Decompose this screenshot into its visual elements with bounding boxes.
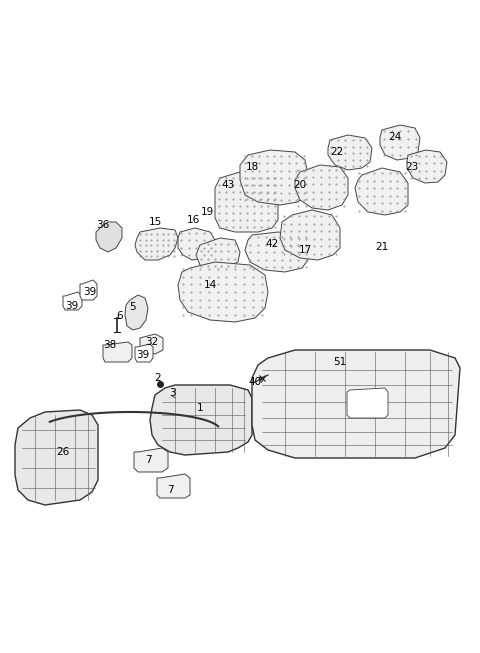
Text: 2: 2 bbox=[155, 373, 161, 383]
Text: 23: 23 bbox=[406, 162, 419, 172]
Text: 19: 19 bbox=[200, 207, 214, 217]
Polygon shape bbox=[215, 172, 278, 232]
Polygon shape bbox=[355, 168, 408, 215]
Text: 18: 18 bbox=[245, 162, 259, 172]
Text: 39: 39 bbox=[84, 287, 96, 297]
Polygon shape bbox=[15, 410, 98, 505]
Text: 3: 3 bbox=[168, 388, 175, 398]
Polygon shape bbox=[80, 280, 97, 300]
Text: 21: 21 bbox=[375, 242, 389, 252]
Polygon shape bbox=[178, 262, 268, 322]
Text: 39: 39 bbox=[65, 301, 79, 311]
Polygon shape bbox=[245, 232, 308, 272]
Text: 16: 16 bbox=[186, 215, 200, 225]
Polygon shape bbox=[347, 388, 388, 418]
Text: 1: 1 bbox=[197, 403, 204, 413]
Text: 20: 20 bbox=[293, 180, 307, 190]
Text: 5: 5 bbox=[130, 302, 136, 312]
Text: 17: 17 bbox=[299, 245, 312, 255]
Polygon shape bbox=[380, 125, 420, 160]
Polygon shape bbox=[96, 222, 122, 252]
Polygon shape bbox=[125, 295, 148, 330]
Polygon shape bbox=[150, 385, 252, 455]
Polygon shape bbox=[407, 150, 447, 183]
Text: 38: 38 bbox=[103, 340, 117, 350]
Text: 7: 7 bbox=[167, 485, 173, 495]
Text: 7: 7 bbox=[144, 455, 151, 465]
Polygon shape bbox=[240, 150, 308, 205]
Polygon shape bbox=[280, 210, 340, 260]
Polygon shape bbox=[178, 228, 215, 260]
Text: 32: 32 bbox=[145, 337, 158, 347]
Text: 14: 14 bbox=[204, 280, 216, 290]
Text: 40: 40 bbox=[249, 377, 262, 387]
Text: 36: 36 bbox=[96, 220, 109, 230]
Polygon shape bbox=[328, 135, 372, 170]
Text: 26: 26 bbox=[56, 447, 70, 457]
Text: 43: 43 bbox=[221, 180, 235, 190]
Text: 39: 39 bbox=[136, 350, 150, 360]
Polygon shape bbox=[157, 474, 190, 498]
Text: 24: 24 bbox=[388, 132, 402, 142]
Text: 42: 42 bbox=[265, 239, 278, 249]
Text: 22: 22 bbox=[330, 147, 344, 157]
Polygon shape bbox=[134, 448, 168, 472]
Polygon shape bbox=[252, 350, 460, 458]
Polygon shape bbox=[196, 238, 240, 270]
Polygon shape bbox=[135, 228, 178, 260]
Text: 6: 6 bbox=[117, 311, 123, 321]
Text: 15: 15 bbox=[148, 217, 162, 227]
Polygon shape bbox=[295, 165, 348, 210]
Polygon shape bbox=[63, 292, 82, 310]
Polygon shape bbox=[135, 344, 153, 362]
Text: 51: 51 bbox=[334, 357, 347, 367]
Polygon shape bbox=[140, 334, 163, 354]
Polygon shape bbox=[103, 342, 132, 362]
